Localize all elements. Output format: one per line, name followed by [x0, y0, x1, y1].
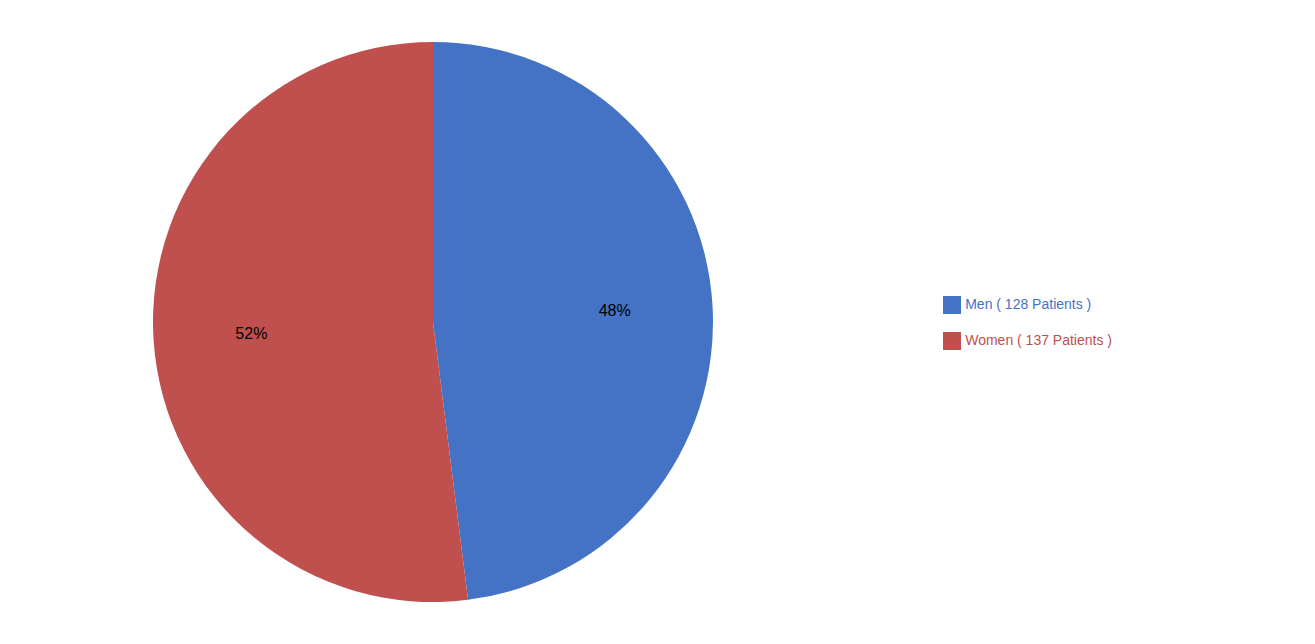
svg-text:52%: 52%	[235, 325, 267, 342]
svg-text:48%: 48%	[599, 302, 631, 319]
html-text:Men ( 128 Patients ): Men ( 128 Patients )	[965, 296, 1092, 312]
html-text:Women ( 137 Patients ): Women ( 137 Patients )	[965, 332, 1112, 348]
